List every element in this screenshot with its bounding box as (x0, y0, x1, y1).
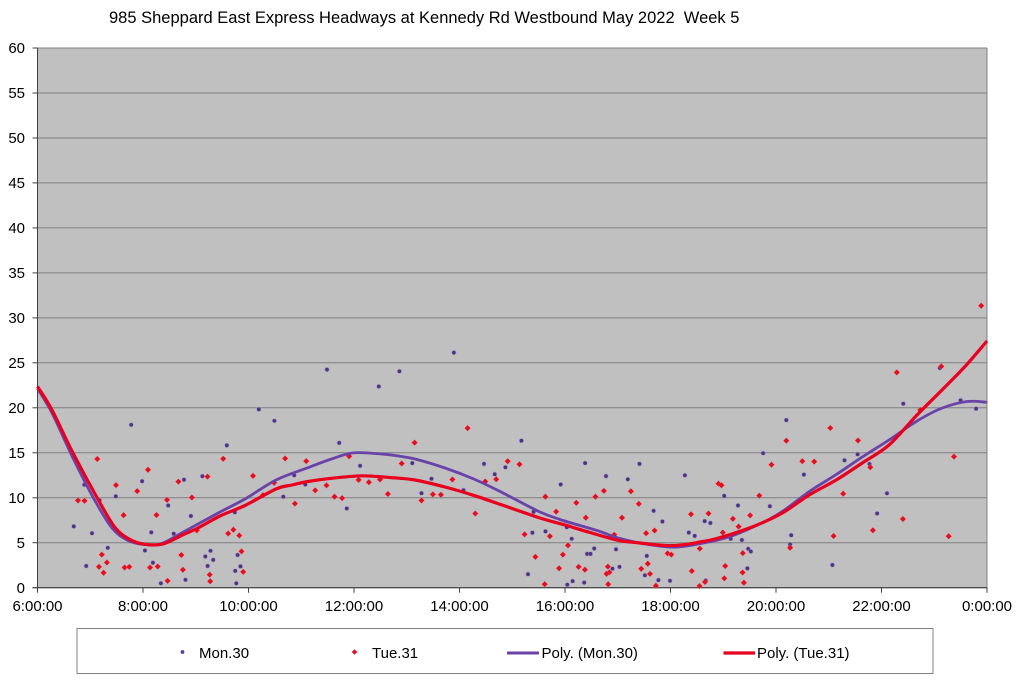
svg-text:10:00:00: 10:00:00 (219, 598, 277, 615)
svg-text:0: 0 (17, 580, 25, 597)
svg-text:45: 45 (8, 175, 25, 192)
svg-text:985 Sheppard East Express Head: 985 Sheppard East Express Headways at Ke… (109, 9, 739, 27)
svg-text:8:00:00: 8:00:00 (118, 598, 168, 615)
svg-text:60: 60 (8, 40, 25, 57)
svg-text:30: 30 (8, 310, 25, 327)
svg-text:0:00:00: 0:00:00 (962, 598, 1012, 615)
svg-text:50: 50 (8, 130, 25, 147)
svg-text:5: 5 (17, 535, 25, 552)
svg-text:Tue.31: Tue.31 (372, 645, 418, 662)
svg-text:35: 35 (8, 265, 25, 282)
svg-text:18:00:00: 18:00:00 (641, 598, 699, 615)
svg-text:25: 25 (8, 355, 25, 372)
svg-text:Poly. (Mon.30): Poly. (Mon.30) (542, 645, 638, 662)
svg-text:10: 10 (8, 490, 25, 507)
svg-text:14:00:00: 14:00:00 (430, 598, 488, 615)
svg-text:55: 55 (8, 85, 25, 102)
svg-text:15: 15 (8, 445, 25, 462)
svg-text:6:00:00: 6:00:00 (12, 598, 62, 615)
svg-text:Mon.30: Mon.30 (199, 645, 249, 662)
svg-text:20: 20 (8, 400, 25, 417)
svg-text:Poly. (Tue.31): Poly. (Tue.31) (757, 645, 850, 662)
svg-text:22:00:00: 22:00:00 (852, 598, 910, 615)
svg-text:16:00:00: 16:00:00 (536, 598, 594, 615)
svg-text:40: 40 (8, 220, 25, 237)
svg-text:20:00:00: 20:00:00 (747, 598, 805, 615)
svg-text:12:00:00: 12:00:00 (325, 598, 383, 615)
